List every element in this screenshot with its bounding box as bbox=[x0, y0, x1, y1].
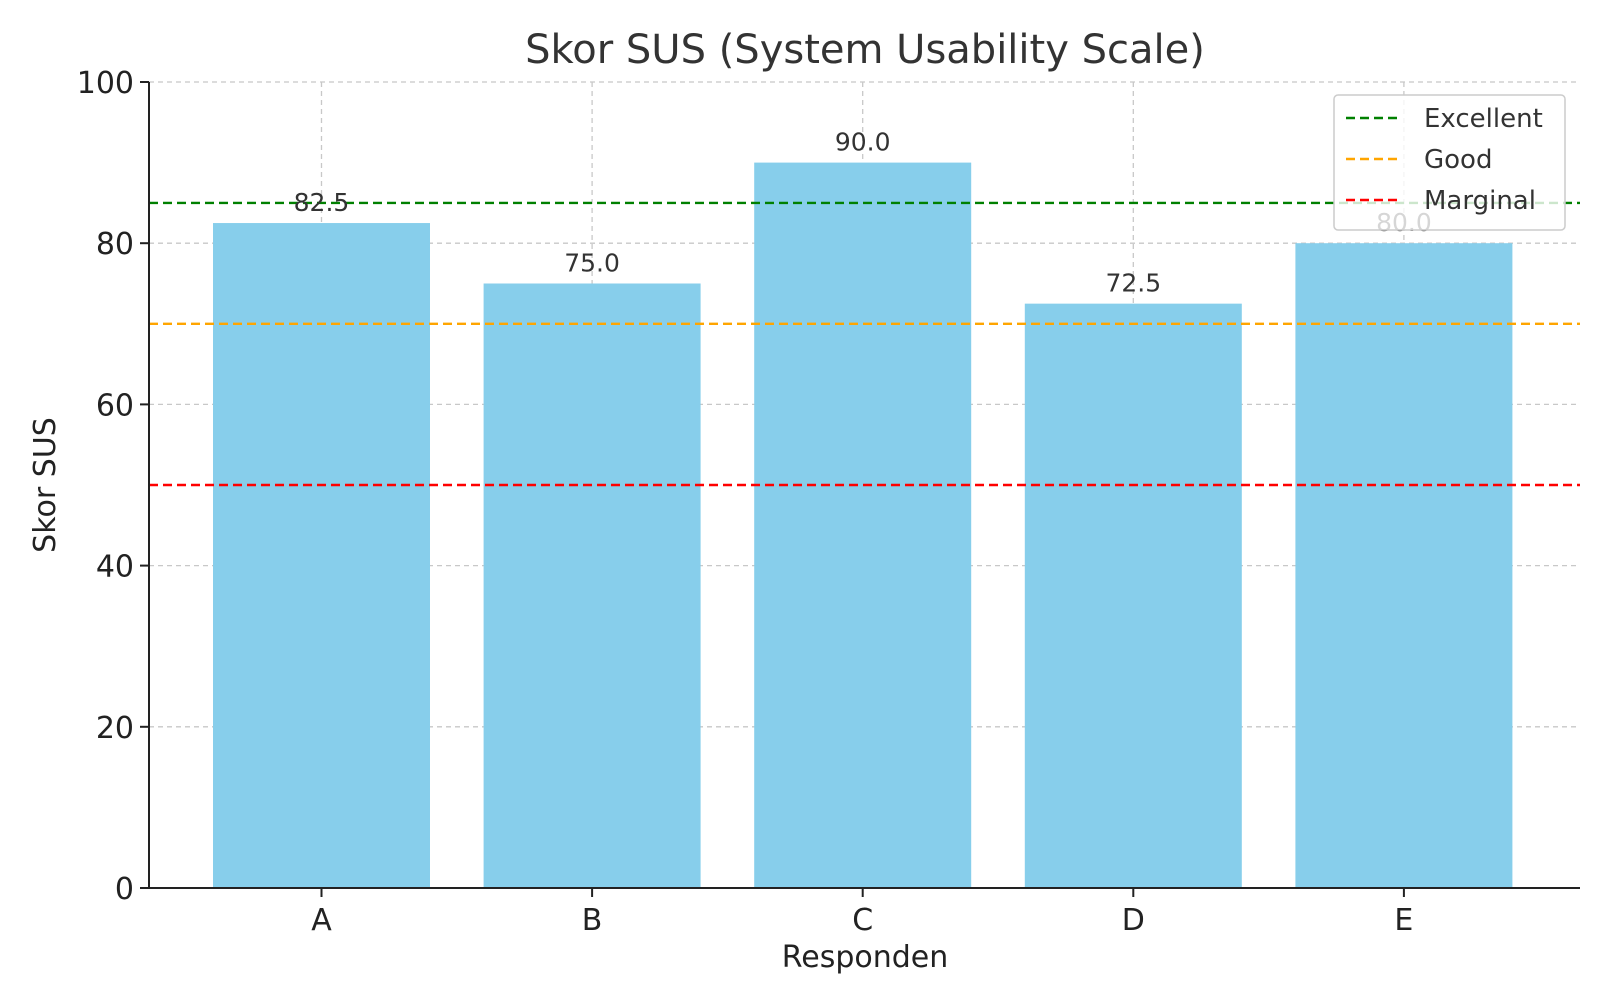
legend-label-good: Good bbox=[1424, 145, 1492, 175]
x-tick-label: B bbox=[582, 903, 603, 938]
y-tick-label: 20 bbox=[96, 711, 134, 746]
y-tick-label: 100 bbox=[77, 66, 134, 101]
x-tick-label: D bbox=[1122, 903, 1145, 938]
x-tick-label: E bbox=[1394, 903, 1413, 938]
bar-e bbox=[1295, 243, 1513, 888]
bar-b bbox=[483, 283, 701, 888]
bar-value-label: 90.0 bbox=[835, 128, 891, 157]
x-tick-label: C bbox=[852, 903, 873, 938]
axis-layer: 0 20 40 60 80 100 A B C D E bbox=[77, 66, 1580, 938]
y-tick-label: 60 bbox=[96, 388, 134, 423]
y-tick-label: 40 bbox=[96, 550, 134, 585]
legend-label-marginal: Marginal bbox=[1424, 186, 1536, 216]
y-tick-label: 80 bbox=[96, 227, 134, 262]
bar-a bbox=[213, 223, 430, 889]
bar-value-label: 72.5 bbox=[1105, 269, 1161, 298]
legend: Excellent Good Marginal bbox=[1333, 94, 1566, 231]
chart-title: Skor SUS (System Usability Scale) bbox=[525, 27, 1205, 73]
x-tick-label: A bbox=[311, 903, 332, 938]
bar-d bbox=[1024, 303, 1242, 888]
bar-value-label: 75.0 bbox=[564, 249, 620, 278]
x-axis-label: Responden bbox=[782, 940, 949, 975]
bar-value-label: 82.5 bbox=[294, 188, 350, 217]
legend-label-excellent: Excellent bbox=[1424, 104, 1543, 134]
y-axis-label: Skor SUS bbox=[28, 417, 63, 553]
bar-c bbox=[754, 162, 972, 889]
y-tick-label: 0 bbox=[115, 872, 134, 907]
legend-box bbox=[1333, 94, 1566, 231]
bar-layer bbox=[213, 162, 1513, 889]
